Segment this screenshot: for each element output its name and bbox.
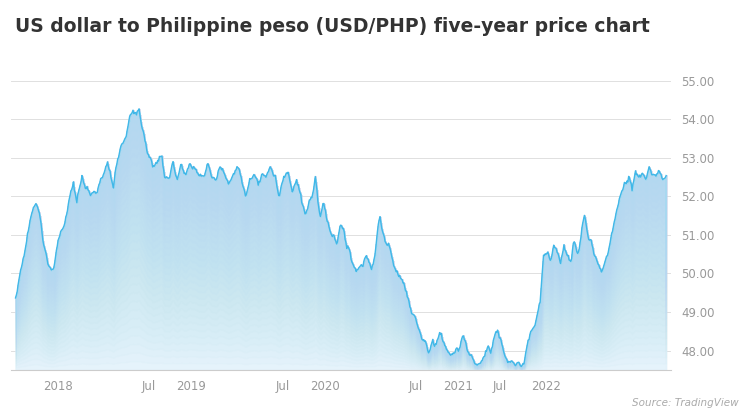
Text: US dollar to Philippine peso (USD/PHP) five-year price chart: US dollar to Philippine peso (USD/PHP) f…: [15, 17, 650, 36]
Text: Source: TradingView: Source: TradingView: [632, 398, 739, 408]
